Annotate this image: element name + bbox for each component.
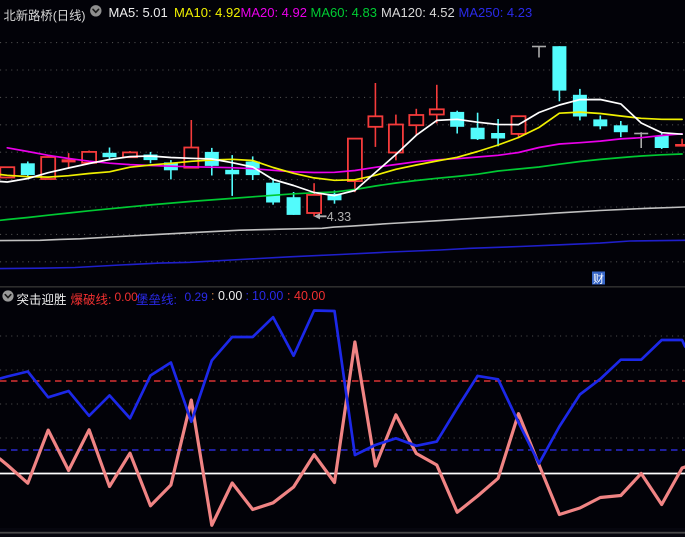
svg-text:4.33: 4.33 — [327, 210, 351, 224]
svg-text:财: 财 — [593, 272, 604, 286]
